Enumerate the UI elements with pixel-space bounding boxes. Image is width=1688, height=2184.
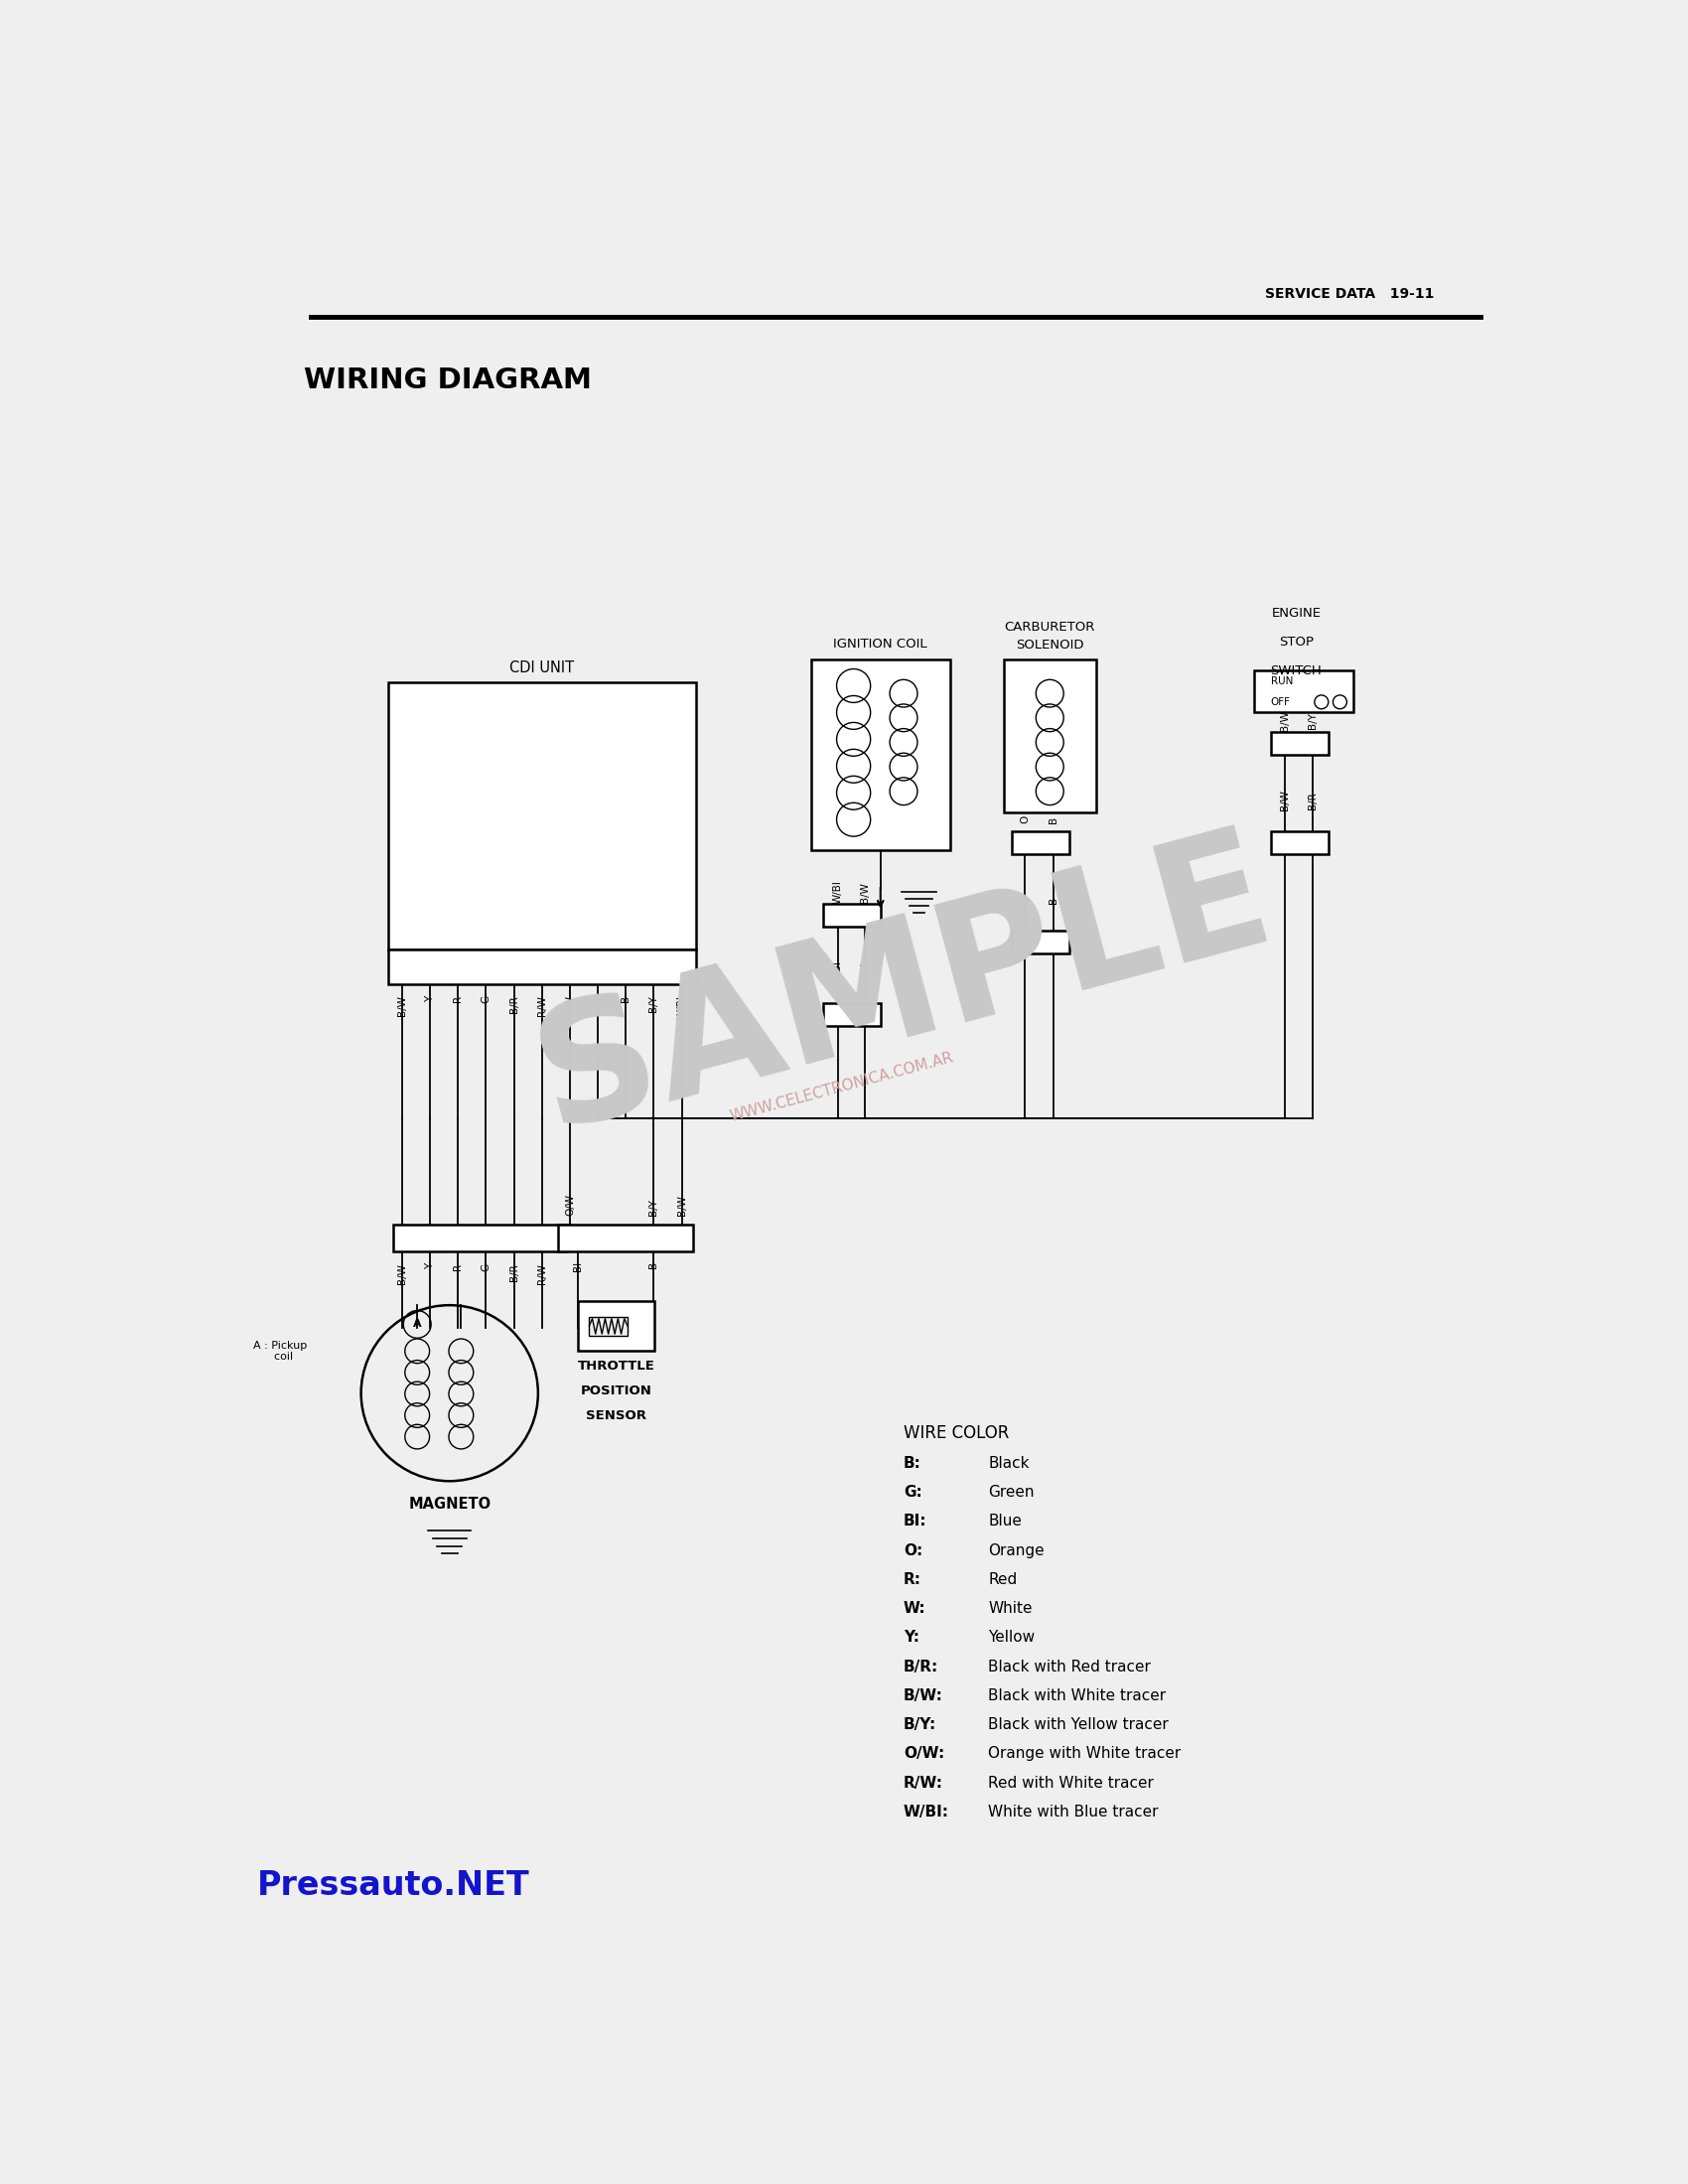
Text: W:: W: [903,1601,927,1616]
Text: R: R [452,1262,463,1271]
Text: White: White [987,1601,1033,1616]
Text: B/Y: B/Y [1308,712,1318,729]
Text: SAMPLE: SAMPLE [520,812,1288,1164]
Text: B: B [1048,817,1058,823]
Text: STOP: STOP [1280,636,1313,649]
Text: ENGINE: ENGINE [1271,607,1320,620]
Text: Red with White tracer: Red with White tracer [987,1776,1155,1791]
Text: B: B [648,1260,658,1269]
Text: Y: Y [425,1262,436,1269]
Text: W/BI: W/BI [677,996,687,1020]
Text: Black: Black [987,1457,1030,1470]
Bar [393,1225,567,1251]
Bar [559,1225,694,1251]
Text: B/W: B/W [1280,791,1290,810]
Text: G:: G: [903,1485,922,1500]
Text: B/W:: B/W: [903,1688,944,1704]
Text: B/Y:: B/Y: [903,1717,937,1732]
Text: SENSOR: SENSOR [586,1409,647,1422]
Text: SWITCH: SWITCH [1271,664,1322,677]
Text: CARBURETOR: CARBURETOR [1004,620,1096,633]
Bar [1011,832,1069,854]
Text: B/R: B/R [510,996,518,1013]
Text: O:: O: [903,1544,923,1557]
Text: B/W: B/W [397,996,407,1016]
Text: WWW.CELECTRONICA.COM.AR: WWW.CELECTRONICA.COM.AR [729,1051,955,1125]
Text: BI: BI [572,1260,582,1271]
Bar [1254,670,1354,712]
Text: CDI UNIT: CDI UNIT [510,662,574,675]
Bar [589,1317,628,1334]
Text: Yellow: Yellow [987,1629,1035,1645]
Text: W/BI:: W/BI: [903,1804,949,1819]
Bar [1004,660,1096,812]
Text: White with Blue tracer: White with Blue tracer [987,1804,1158,1819]
Text: Y: Y [425,996,436,1002]
Bar [1271,832,1328,854]
Text: Black with Yellow tracer: Black with Yellow tracer [987,1717,1168,1732]
Text: Red: Red [987,1572,1018,1588]
Text: WIRING DIAGRAM: WIRING DIAGRAM [304,367,591,395]
Text: R/W:: R/W: [903,1776,944,1791]
Text: B/W: B/W [397,1262,407,1284]
Bar [388,950,695,985]
Text: R:: R: [903,1572,922,1588]
Text: O: O [1020,815,1030,823]
Text: Black with White tracer: Black with White tracer [987,1688,1166,1704]
Text: Orange with White tracer: Orange with White tracer [987,1747,1182,1760]
Text: Green: Green [987,1485,1035,1500]
Bar [822,904,881,926]
Text: B/W: B/W [1280,710,1290,729]
Text: A : Pickup
      coil: A : Pickup coil [253,1341,307,1363]
Text: MAGNETO: MAGNETO [408,1496,491,1511]
Bar [1271,732,1328,756]
Text: B/W: B/W [677,1195,687,1216]
Bar [388,681,695,950]
Text: W/BI: W/BI [834,961,842,985]
Text: O/W: O/W [565,996,576,1018]
Text: OFF: OFF [1271,697,1291,708]
Text: POSITION: POSITION [581,1385,652,1398]
Text: SERVICE DATA   19-11: SERVICE DATA 19-11 [1266,288,1435,301]
Text: G: G [481,1262,491,1271]
Text: B/Y: B/Y [648,1199,658,1216]
Text: WIRE COLOR: WIRE COLOR [903,1424,1009,1441]
Bar [822,1002,881,1026]
Text: O: O [592,996,603,1005]
Bar [577,1302,655,1352]
Bar [812,660,950,850]
Text: B:: B: [903,1457,922,1470]
Text: IGNITION COIL: IGNITION COIL [834,638,927,651]
Text: B/R: B/R [510,1262,518,1280]
Text: B/W: B/W [861,963,869,983]
Text: B: B [1048,895,1058,904]
Text: B/R: B/R [1308,791,1318,810]
Text: O/W: O/W [565,1195,576,1216]
Text: SOLENOID: SOLENOID [1016,638,1084,651]
Text: Orange: Orange [987,1544,1045,1557]
Text: BI:: BI: [903,1514,927,1529]
Text: Pressauto.NET: Pressauto.NET [257,1870,530,1902]
Text: W/BI: W/BI [834,880,842,904]
Text: G: G [481,996,491,1002]
Text: R/W: R/W [537,1262,547,1284]
Bar [1011,930,1069,954]
Text: Blue: Blue [987,1514,1021,1529]
Text: B: B [621,996,631,1002]
Text: O: O [1020,895,1030,904]
Text: B/Y: B/Y [648,996,658,1011]
Text: O/W:: O/W: [903,1747,945,1760]
Text: R: R [452,996,463,1002]
Text: B/W: B/W [861,882,869,902]
Text: Y:: Y: [903,1629,920,1645]
Text: THROTTLE: THROTTLE [577,1361,655,1374]
Text: Black with Red tracer: Black with Red tracer [987,1660,1151,1675]
Text: B/R:: B/R: [903,1660,939,1675]
Text: R/W: R/W [537,996,547,1016]
Text: A: A [414,1319,422,1330]
Text: RUN: RUN [1271,677,1293,686]
